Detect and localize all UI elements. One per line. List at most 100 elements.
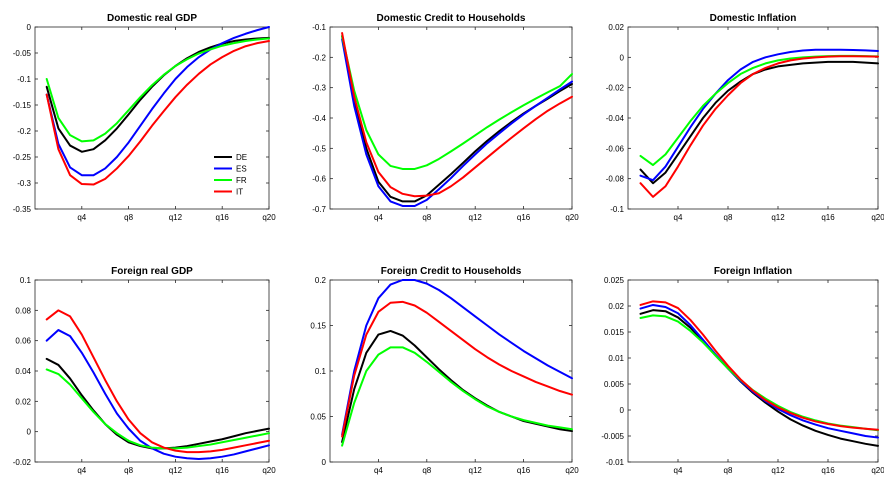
chart-panel-1: Domestic real GDP -0.35 -0.3 -0.25 -0.2 -0.15… xyxy=(13,13,276,222)
series-line-fr xyxy=(45,37,270,143)
y-tick-label: -0.005 xyxy=(601,432,624,441)
y-tick-label: -0.35 xyxy=(13,205,32,214)
chart-panel-6: Foreign Inflation -0.01 -0.005 0 0.005 0.01 0.… xyxy=(601,266,884,475)
y-tick-label: -0.02 xyxy=(606,84,625,93)
y-tick-label: -0.05 xyxy=(13,49,32,58)
y-tick-label: 0 xyxy=(322,458,327,467)
y-tick-label: -0.04 xyxy=(606,114,625,123)
y-tick-label: 0 xyxy=(27,23,32,32)
plot-frame xyxy=(34,279,270,463)
y-tick-label: 0.02 xyxy=(15,397,31,406)
chart-panel-2: Domestic Credit to Households -0.7 -0.6 -0.… xyxy=(312,13,579,222)
y-tick-label: -0.2 xyxy=(312,53,326,62)
x-tick-label: q16 xyxy=(216,466,230,475)
y-tick-label: 0.025 xyxy=(604,276,625,285)
y-tick-label: 0 xyxy=(27,428,32,437)
series-line-es xyxy=(341,279,573,436)
y-tick-label: 0 xyxy=(620,406,625,415)
y-tick-label: -0.7 xyxy=(312,205,326,214)
y-tick-label: -0.06 xyxy=(606,144,625,153)
y-tick-label: -0.15 xyxy=(13,101,32,110)
x-tick-label: q8 xyxy=(124,466,133,475)
x-tick-label: q20 xyxy=(871,466,884,475)
y-tick-label: 0.08 xyxy=(15,306,31,315)
y-tick-label: -0.02 xyxy=(13,458,32,467)
y-tick-label: 0.01 xyxy=(608,354,624,363)
x-tick-label: q4 xyxy=(374,466,383,475)
x-tick-label: q8 xyxy=(724,466,733,475)
y-tick-label: 0.005 xyxy=(604,380,625,389)
series-line-es xyxy=(341,38,573,207)
y-tick-label: 0.1 xyxy=(20,276,32,285)
x-tick-label: q16 xyxy=(821,213,835,222)
x-tick-label: q20 xyxy=(262,213,276,222)
plot-frame xyxy=(329,279,573,463)
y-tick-label: -0.3 xyxy=(17,179,31,188)
chart-panel-5: Foreign Credit to Households 0 0.05 0.1 0.15… xyxy=(310,266,579,475)
y-tick-label: 0.15 xyxy=(310,322,326,331)
chart-panel-3: Domestic Inflation -0.1 -0.08 -0.06 -0.04 -0.… xyxy=(606,13,884,222)
x-tick-label: q12 xyxy=(771,466,785,475)
series-line-it xyxy=(341,300,573,438)
series-line-de xyxy=(639,309,879,447)
x-tick-label: q8 xyxy=(724,213,733,222)
legend-label-fr: FR xyxy=(236,176,247,185)
y-tick-label: -0.6 xyxy=(312,175,326,184)
series-line-fr xyxy=(45,368,270,450)
x-tick-label: q12 xyxy=(469,466,483,475)
series-line-es xyxy=(45,26,270,177)
series-line-fr xyxy=(341,346,573,447)
x-tick-label: q16 xyxy=(517,213,531,222)
y-tick-label: -0.01 xyxy=(606,458,625,467)
y-tick-label: 0.05 xyxy=(310,413,326,422)
y-tick-label: 0 xyxy=(620,53,625,62)
series-line-it xyxy=(45,40,270,186)
x-tick-label: q4 xyxy=(77,466,86,475)
legend-label-de: DE xyxy=(236,153,247,162)
legend-label-it: IT xyxy=(236,188,243,197)
x-tick-label: q4 xyxy=(674,213,683,222)
x-tick-label: q20 xyxy=(262,466,276,475)
x-tick-label: q16 xyxy=(216,213,230,222)
x-tick-label: q20 xyxy=(565,213,579,222)
legend-label-es: ES xyxy=(236,165,247,174)
x-tick-label: q12 xyxy=(469,213,483,222)
y-tick-label: -0.08 xyxy=(606,175,625,184)
x-tick-label: q4 xyxy=(77,213,86,222)
series-line-it xyxy=(639,300,879,431)
x-tick-label: q12 xyxy=(771,213,785,222)
y-tick-label: 0.1 xyxy=(315,367,327,376)
x-tick-label: q16 xyxy=(821,466,835,475)
y-tick-label: 0.02 xyxy=(608,302,624,311)
y-tick-label: 0.04 xyxy=(15,367,31,376)
y-tick-label: 0.06 xyxy=(15,337,31,346)
x-tick-label: q16 xyxy=(517,466,531,475)
series-line-es xyxy=(45,329,270,460)
plot-frame xyxy=(627,26,879,210)
series-line-it xyxy=(341,32,573,198)
x-tick-label: q8 xyxy=(124,213,133,222)
y-tick-label: -0.2 xyxy=(17,127,31,136)
y-tick-label: -0.3 xyxy=(312,84,326,93)
y-tick-label: -0.1 xyxy=(610,205,624,214)
x-tick-label: q12 xyxy=(169,213,183,222)
chart-title: Foreign Credit to Households xyxy=(381,266,522,277)
y-tick-label: -0.25 xyxy=(13,153,32,162)
chart-panel-4: Foreign real GDP -0.02 0 0.02 0.04 0.06 0.08 0.… xyxy=(13,266,276,475)
y-tick-label: 0.2 xyxy=(315,276,327,285)
y-tick-label: -0.1 xyxy=(17,75,31,84)
chart-title: Domestic Credit to Households xyxy=(377,13,526,24)
y-tick-label: 0.02 xyxy=(608,23,624,32)
x-tick-label: q8 xyxy=(422,213,431,222)
chart-title: Domestic real GDP xyxy=(107,13,197,24)
x-tick-label: q4 xyxy=(674,466,683,475)
x-tick-label: q12 xyxy=(169,466,183,475)
x-tick-label: q4 xyxy=(374,213,383,222)
y-tick-label: -0.1 xyxy=(312,23,326,32)
x-tick-label: q20 xyxy=(565,466,579,475)
y-tick-label: 0.015 xyxy=(604,328,625,337)
x-tick-label: q8 xyxy=(422,466,431,475)
y-tick-label: -0.5 xyxy=(312,144,326,153)
